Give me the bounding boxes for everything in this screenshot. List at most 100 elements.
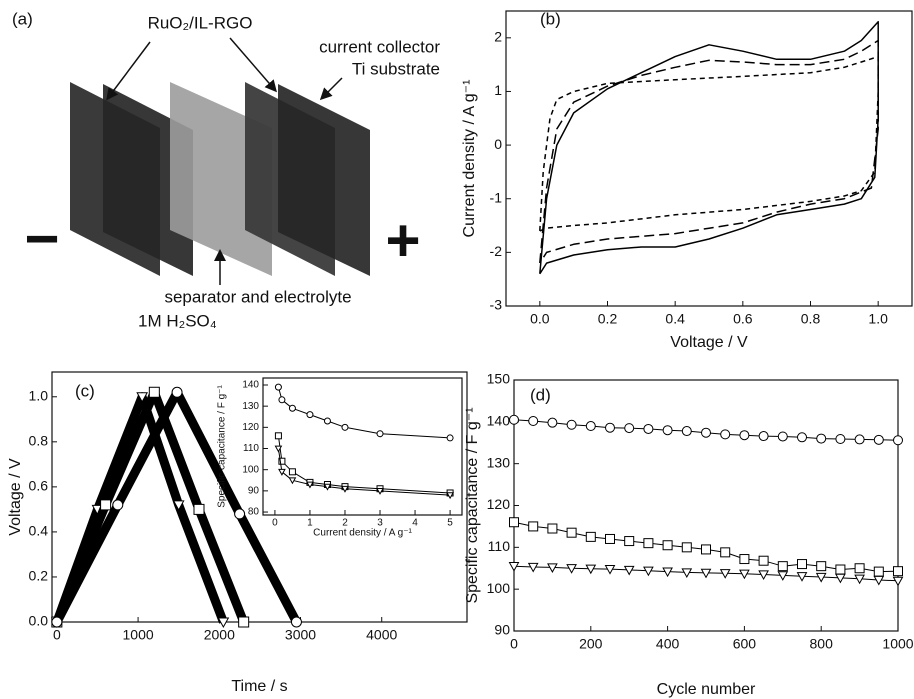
- marker: [758, 570, 769, 581]
- arrow: [229, 37, 277, 93]
- arrow: [319, 77, 343, 101]
- marker: [193, 503, 205, 515]
- x-axis-label: Cycle number: [657, 681, 756, 698]
- marker: [288, 468, 296, 476]
- marker: [758, 555, 769, 566]
- x-tick-label: 0: [272, 518, 278, 529]
- marker: [623, 565, 635, 576]
- x-tick-label: 3000: [285, 627, 316, 643]
- marker: [217, 617, 230, 629]
- marker: [508, 562, 520, 572]
- marker: [288, 477, 297, 485]
- marker: [701, 544, 711, 555]
- marker: [835, 564, 846, 575]
- marker: [376, 430, 384, 438]
- marker: [681, 426, 692, 437]
- marker: [605, 533, 615, 544]
- y-tick-label: 100: [487, 580, 511, 596]
- marker: [719, 569, 731, 579]
- negative-sign: −: [24, 205, 59, 272]
- marker: [509, 414, 519, 425]
- x-tick-label: 1.0: [868, 311, 888, 327]
- y-tick-label: 90: [494, 622, 510, 638]
- marker: [624, 536, 635, 547]
- x-tick-label: 3: [377, 518, 383, 529]
- marker: [51, 616, 63, 628]
- series-line: [539, 55, 879, 232]
- marker: [547, 417, 558, 428]
- panel-label: (a): [12, 9, 33, 28]
- marker: [376, 487, 384, 495]
- y-tick-label: 120: [487, 496, 511, 512]
- y-axis-label: Voltage / V: [7, 458, 24, 536]
- marker: [306, 411, 314, 419]
- y-tick-label: -1: [490, 189, 503, 205]
- marker: [136, 392, 148, 403]
- marker: [739, 430, 750, 441]
- marker: [854, 563, 865, 574]
- marker: [171, 386, 183, 398]
- marker: [172, 500, 185, 511]
- marker: [700, 568, 712, 579]
- panel-label: (c): [75, 381, 95, 400]
- positive-sign: +: [385, 207, 420, 274]
- marker: [446, 434, 454, 442]
- y-axis-label: Specific capacitance / F g⁻¹: [464, 407, 481, 603]
- marker: [278, 396, 286, 404]
- marker: [815, 572, 827, 583]
- marker: [278, 457, 286, 465]
- x-tick-label: 5: [447, 518, 453, 529]
- marker: [835, 433, 846, 444]
- x-tick-label: 0.6: [733, 311, 753, 327]
- collector-label: current collector: [319, 37, 440, 56]
- marker: [234, 508, 246, 520]
- marker: [739, 554, 750, 565]
- y-tick-label: 1.0: [29, 387, 49, 403]
- y-tick-label: 100: [242, 464, 259, 475]
- marker: [854, 574, 865, 585]
- y-tick-label: 0.8: [29, 433, 49, 449]
- marker: [274, 432, 282, 440]
- marker: [777, 431, 788, 442]
- y-tick-label: 110: [243, 443, 259, 454]
- marker: [566, 564, 577, 574]
- marker: [306, 481, 314, 489]
- x-tick-label: 0: [53, 627, 61, 643]
- x-tick-label: 400: [656, 636, 680, 652]
- y-tick-label: 80: [248, 507, 260, 518]
- marker: [893, 566, 903, 577]
- marker: [854, 434, 865, 445]
- y-axis-label: Specific capacitance / F g⁻¹: [217, 385, 228, 508]
- marker: [893, 435, 903, 446]
- marker: [547, 563, 558, 573]
- marker: [662, 567, 673, 578]
- x-tick-label: 4000: [366, 627, 397, 643]
- marker: [605, 422, 615, 433]
- x-tick-label: 600: [733, 636, 757, 652]
- y-tick-label: 130: [242, 401, 259, 412]
- electrolyte-label: 1M H₂SO₄: [138, 311, 217, 330]
- marker: [739, 569, 750, 580]
- x-tick-label: 2: [342, 518, 348, 529]
- plot: 0 1 2 3 4 5 80 90 100 110 120 130 140 Current density…: [217, 377, 463, 539]
- marker: [341, 423, 349, 431]
- marker: [796, 572, 808, 582]
- x-tick-label: 200: [579, 636, 603, 652]
- marker: [777, 571, 789, 581]
- x-tick-label: 1: [307, 518, 313, 529]
- y-tick-label: 0.6: [29, 478, 49, 494]
- marker: [323, 417, 331, 425]
- marker: [873, 566, 884, 577]
- y-tick-label: 1: [494, 82, 502, 98]
- x-axis-label: Time / s: [231, 678, 287, 695]
- marker: [797, 559, 807, 570]
- marker: [604, 564, 616, 575]
- plate: [278, 84, 370, 276]
- substrate-label: Ti substrate: [352, 59, 440, 78]
- marker: [662, 540, 673, 551]
- axes-frame: [513, 379, 899, 632]
- marker: [643, 566, 654, 577]
- marker: [148, 386, 160, 398]
